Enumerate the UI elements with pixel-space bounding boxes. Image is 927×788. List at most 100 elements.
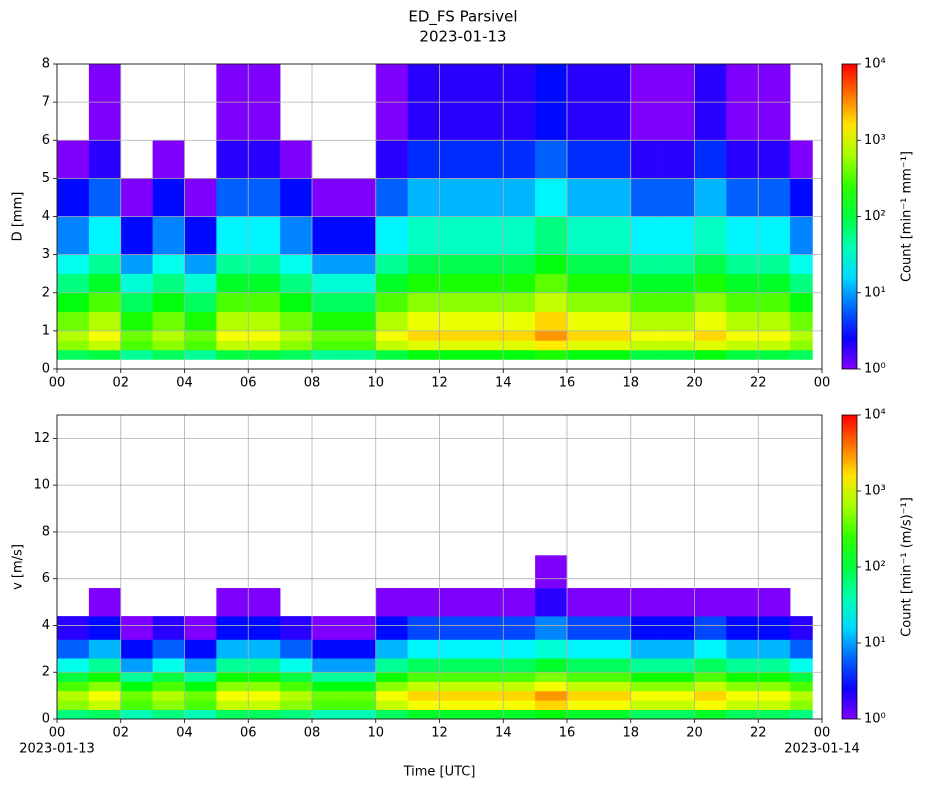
heat-cell (121, 555, 153, 588)
heat-cell (598, 658, 632, 673)
heat-cell (248, 273, 281, 294)
heat-cell (344, 588, 376, 616)
heat-cell (758, 616, 791, 640)
heat-cell (662, 349, 695, 360)
x-tick-label: 22 (750, 376, 767, 391)
heat-cell (375, 349, 408, 360)
heat-cell (598, 273, 632, 294)
heat-cell (120, 216, 153, 255)
heat-cell (694, 690, 727, 701)
heat-cell (567, 555, 599, 588)
heat-cell (726, 340, 759, 351)
x-tick-label: 10 (367, 376, 384, 391)
heat-cell (790, 330, 813, 341)
colorbar-tick-label: 10¹ (864, 285, 886, 300)
heat-cell (57, 672, 90, 682)
heat-cell (407, 588, 440, 617)
colorbar-label: Count [min⁻¹ (m/s)⁻¹] (900, 497, 915, 637)
chart-subtitle: 2023-01-13 (419, 28, 506, 46)
heat-cell (216, 639, 249, 659)
heat-cell (88, 709, 122, 720)
heat-cell (57, 178, 90, 217)
heat-cell (184, 700, 217, 710)
heat-cell (248, 690, 281, 701)
heat-cell (57, 273, 90, 294)
heat-cell (790, 588, 813, 616)
heat-cell (471, 639, 504, 659)
heat-cell (88, 311, 122, 332)
heat-cell (153, 588, 185, 616)
heat-cell (726, 555, 758, 588)
heat-cell (598, 672, 632, 682)
heat-cell (567, 254, 600, 274)
heat-cell (375, 273, 408, 294)
heat-cell (375, 639, 408, 659)
heat-cell (471, 254, 504, 274)
heat-cell (598, 639, 632, 659)
heat-cell (503, 639, 536, 659)
colorbar-tick-label: 10³ (864, 484, 886, 499)
x-tick-label: 18 (622, 726, 639, 741)
heat-cell (343, 639, 377, 659)
heat-cell (662, 178, 695, 217)
heat-cell (312, 292, 345, 313)
x-tick-label: 00 (814, 376, 831, 391)
heat-cell (471, 555, 503, 588)
heat-cell (280, 273, 313, 294)
heat-cell (662, 681, 695, 692)
heat-cell (535, 588, 568, 617)
heat-cell (694, 340, 727, 351)
x-tick-label: 16 (559, 376, 576, 391)
heat-cell (662, 690, 695, 701)
heat-cell (312, 273, 345, 294)
heat-cell (152, 690, 185, 701)
colorbar-tick-label: 10² (864, 209, 886, 224)
heat-cell (248, 330, 281, 341)
heat-cell (184, 616, 217, 640)
heat-cell (630, 254, 663, 274)
heat-cell (375, 658, 408, 673)
heat-cell (343, 178, 377, 217)
heat-cell (88, 254, 122, 274)
heat-cell (535, 639, 568, 659)
heat-cell (280, 690, 313, 701)
heat-cell (758, 311, 791, 332)
heat-cell (216, 254, 249, 274)
heat-cell (535, 292, 568, 313)
heat-cell (598, 349, 632, 360)
heat-cell (343, 330, 377, 341)
heat-cell (89, 555, 121, 588)
heat-cell (503, 681, 536, 692)
heat-cell (598, 616, 632, 640)
heat-cell (375, 140, 408, 179)
heat-cell (343, 709, 377, 720)
heat-cell (121, 140, 153, 178)
heat-cell (312, 349, 345, 360)
heat-cell (375, 340, 408, 351)
heat-cell (88, 700, 122, 710)
heat-cell (312, 690, 345, 701)
heat-cell (343, 340, 377, 351)
heat-cell (439, 700, 472, 710)
heat-cell (439, 690, 472, 701)
heat-cell (407, 140, 440, 179)
heat-cell (535, 709, 568, 720)
heat-cell (248, 349, 281, 360)
heat-cell (471, 330, 504, 341)
colorbar-tick-label: 10⁴ (864, 408, 886, 423)
heat-cell (567, 672, 600, 682)
heat-cell (662, 709, 695, 720)
x-tick-label: 08 (304, 726, 321, 741)
heat-cell (344, 140, 376, 178)
x-tick-label: 20 (686, 376, 703, 391)
heat-cell (152, 216, 185, 255)
heat-cell (312, 340, 345, 351)
heat-cell (120, 690, 153, 701)
heat-cell (439, 292, 472, 313)
heat-cell (726, 616, 759, 640)
heat-cell (630, 273, 663, 294)
heat-cell (407, 254, 440, 274)
x-tick-label: 10 (367, 726, 384, 741)
heat-cell (121, 588, 153, 616)
y-tick-label: 8 (42, 57, 50, 72)
